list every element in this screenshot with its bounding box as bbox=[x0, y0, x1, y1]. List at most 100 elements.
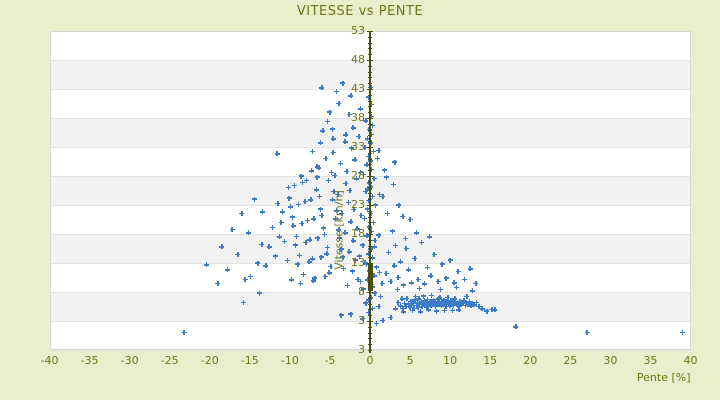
x-tick-label: -25 bbox=[160, 354, 179, 367]
zero-axis-tick bbox=[368, 309, 372, 311]
data-point bbox=[413, 230, 419, 236]
zero-axis-tick bbox=[368, 100, 372, 102]
zero-axis-tick bbox=[368, 297, 372, 299]
data-point bbox=[373, 264, 379, 270]
data-point bbox=[204, 262, 210, 268]
data-point bbox=[239, 211, 245, 217]
data-point bbox=[405, 301, 411, 307]
data-point bbox=[300, 272, 306, 278]
data-point bbox=[350, 125, 356, 131]
zero-axis-tick bbox=[368, 54, 372, 56]
data-point bbox=[447, 303, 453, 309]
data-point bbox=[365, 197, 371, 203]
data-point bbox=[333, 216, 339, 222]
zero-axis-tick bbox=[368, 152, 372, 154]
data-point bbox=[422, 302, 428, 308]
data-point bbox=[427, 299, 433, 305]
data-point bbox=[355, 276, 361, 282]
data-point bbox=[338, 246, 344, 252]
data-point bbox=[311, 216, 317, 222]
data-point bbox=[380, 193, 386, 199]
data-point bbox=[368, 102, 374, 108]
data-point bbox=[340, 80, 346, 86]
data-point bbox=[292, 182, 298, 188]
data-point bbox=[404, 295, 410, 301]
zero-axis-tick bbox=[368, 164, 372, 166]
data-point bbox=[425, 307, 431, 313]
data-point bbox=[399, 296, 405, 302]
data-point bbox=[376, 304, 382, 309]
zero-axis-tick bbox=[368, 36, 372, 38]
data-point bbox=[431, 251, 437, 257]
data-point bbox=[286, 195, 292, 201]
zero-axis-tick bbox=[368, 350, 372, 351]
zero-axis-tick bbox=[368, 42, 372, 44]
data-point bbox=[255, 260, 261, 266]
data-point bbox=[329, 197, 335, 203]
data-point bbox=[345, 200, 351, 206]
data-point bbox=[343, 181, 349, 187]
data-point bbox=[312, 275, 318, 281]
x-tick-label: -5 bbox=[324, 354, 336, 367]
data-point bbox=[513, 324, 519, 330]
zero-axis-tick bbox=[368, 326, 372, 328]
zero-axis-tick bbox=[368, 344, 372, 346]
data-point bbox=[392, 159, 398, 165]
data-point bbox=[293, 233, 299, 239]
data-point bbox=[380, 317, 386, 323]
zero-axis-tick bbox=[368, 303, 372, 305]
data-point bbox=[281, 239, 287, 245]
data-point bbox=[432, 299, 438, 305]
data-point bbox=[373, 320, 379, 326]
data-point bbox=[410, 300, 416, 306]
data-point bbox=[447, 257, 453, 263]
zero-axis-tick bbox=[368, 83, 372, 85]
data-point bbox=[331, 189, 337, 195]
data-point bbox=[405, 267, 411, 273]
data-point bbox=[297, 280, 303, 286]
data-point bbox=[407, 305, 413, 311]
data-point bbox=[353, 257, 359, 263]
data-point bbox=[339, 211, 345, 217]
data-point bbox=[462, 302, 468, 308]
data-point bbox=[306, 259, 312, 265]
data-point bbox=[450, 308, 456, 314]
data-point bbox=[235, 251, 241, 257]
zero-axis-tick bbox=[367, 234, 373, 235]
data-point bbox=[430, 297, 436, 303]
data-point bbox=[471, 302, 477, 308]
data-point bbox=[385, 211, 391, 217]
data-point bbox=[325, 244, 331, 250]
data-point bbox=[679, 330, 685, 336]
zero-axis-tick bbox=[368, 199, 372, 201]
data-point bbox=[371, 273, 377, 279]
data-point bbox=[411, 305, 417, 311]
data-point bbox=[357, 279, 363, 285]
data-point bbox=[365, 186, 371, 192]
zero-axis-tick bbox=[368, 222, 372, 224]
data-point bbox=[442, 301, 448, 307]
zero-axis-tick bbox=[368, 158, 372, 160]
zero-axis-tick bbox=[367, 205, 373, 206]
data-point bbox=[349, 268, 355, 274]
data-point bbox=[342, 139, 348, 145]
data-point bbox=[325, 178, 331, 184]
data-point bbox=[369, 193, 375, 199]
data-point bbox=[292, 242, 298, 248]
data-point bbox=[351, 207, 357, 213]
data-point bbox=[369, 229, 375, 235]
data-point bbox=[353, 176, 359, 182]
data-point bbox=[365, 206, 371, 212]
data-point bbox=[429, 292, 435, 298]
data-point bbox=[452, 296, 458, 302]
zero-axis-tick bbox=[368, 239, 372, 241]
data-point bbox=[369, 255, 375, 261]
data-point bbox=[473, 280, 479, 286]
y-tick-label: 28 bbox=[351, 168, 365, 182]
y-tick-label: 38 bbox=[351, 110, 365, 124]
data-point bbox=[457, 298, 463, 304]
data-point bbox=[349, 145, 355, 151]
y-tick-label: 8 bbox=[358, 284, 365, 298]
zero-axis-tick bbox=[368, 106, 372, 108]
data-point bbox=[337, 235, 343, 241]
